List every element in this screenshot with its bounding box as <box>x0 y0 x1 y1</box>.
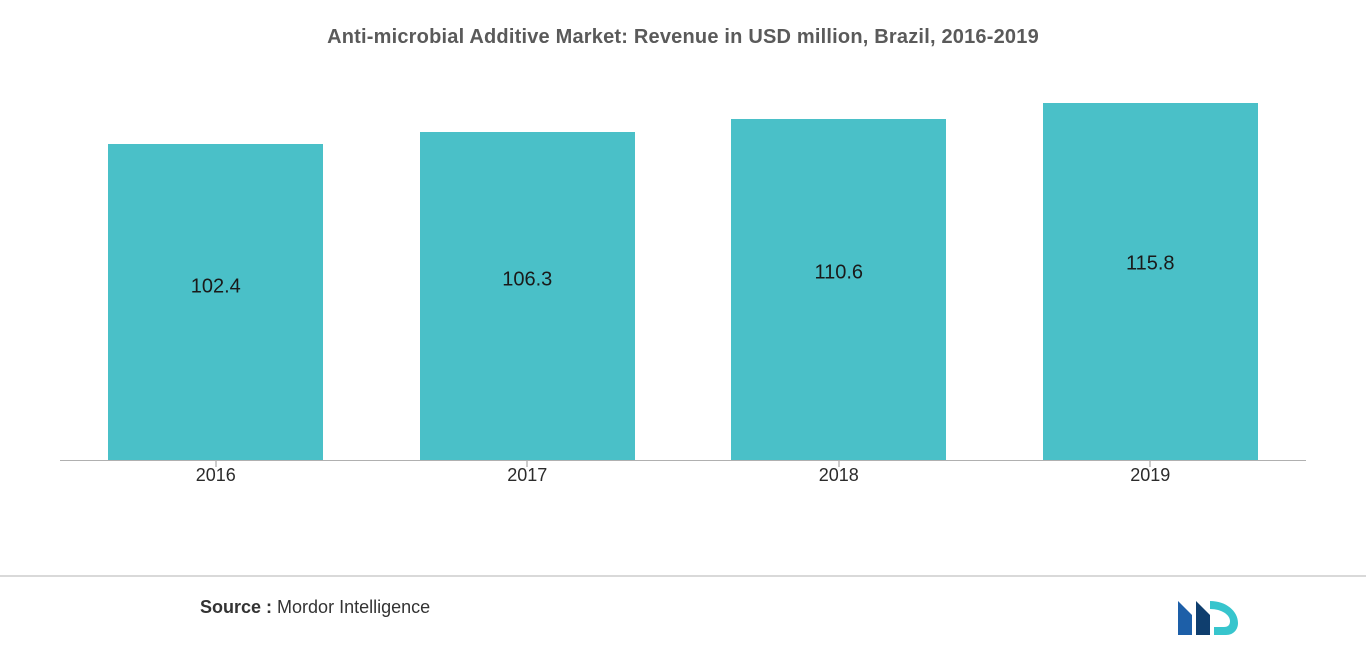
x-axis-label: 2017 <box>378 465 677 486</box>
bar-value-label: 106.3 <box>502 269 552 292</box>
bar-slot: 115.8 <box>1001 59 1300 461</box>
bar-2019: 115.8 <box>1043 103 1258 461</box>
source-text: Source : Mordor Intelligence <box>200 597 430 618</box>
bar-slot: 106.3 <box>378 59 677 461</box>
source-name: Mordor Intelligence <box>277 597 430 617</box>
chart-title: Anti-microbial Additive Market: Revenue … <box>60 26 1306 49</box>
bar-slot: 102.4 <box>66 59 365 461</box>
x-axis-label: 2016 <box>66 465 365 486</box>
mordor-logo-icon <box>1176 597 1246 637</box>
chart-container: Anti-microbial Additive Market: Revenue … <box>0 0 1366 655</box>
bar-2018: 110.6 <box>731 119 946 461</box>
bars-group: 102.4 106.3 110.6 115.8 <box>60 59 1306 461</box>
plot-area: 102.4 106.3 110.6 115.8 <box>60 59 1306 489</box>
x-axis-label: 2019 <box>1001 465 1300 486</box>
bar-2017: 106.3 <box>420 132 635 461</box>
bar-slot: 110.6 <box>689 59 988 461</box>
bar-value-label: 110.6 <box>814 261 863 284</box>
x-axis-label: 2018 <box>689 465 988 486</box>
source-prefix: Source : <box>200 597 272 617</box>
chart-footer: Source : Mordor Intelligence <box>0 575 1366 655</box>
bar-value-label: 115.8 <box>1126 253 1175 276</box>
bar-2016: 102.4 <box>108 144 323 461</box>
bar-value-label: 102.4 <box>191 275 241 298</box>
x-axis-labels: 2016 2017 2018 2019 <box>60 461 1306 489</box>
